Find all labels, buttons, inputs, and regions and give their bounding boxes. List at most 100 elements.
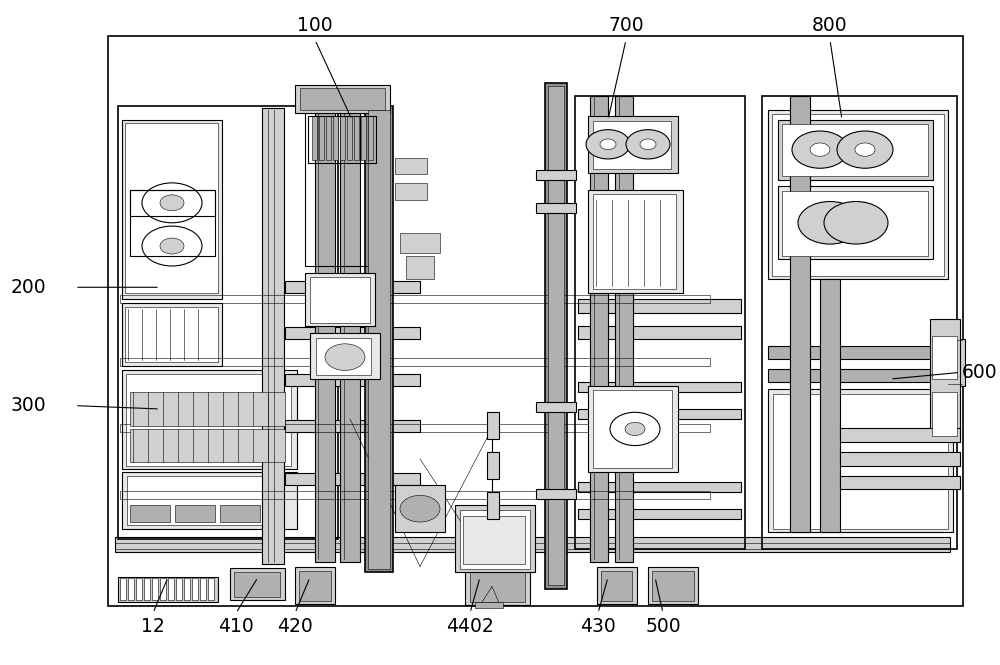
Bar [768, 369, 953, 382]
Circle shape [142, 183, 202, 223]
Bar [192, 578, 198, 600]
Bar [768, 389, 953, 532]
Bar [230, 568, 285, 600]
Bar [295, 567, 335, 604]
Bar [285, 281, 420, 293]
Bar [368, 116, 373, 160]
Bar [122, 120, 222, 299]
Text: 4402: 4402 [446, 617, 494, 636]
Bar [536, 203, 576, 213]
Bar [648, 567, 698, 604]
Bar [578, 382, 741, 392]
Bar [120, 578, 126, 600]
Bar [406, 256, 434, 279]
Circle shape [625, 422, 645, 436]
Bar [782, 191, 928, 256]
Text: 12: 12 [141, 617, 165, 636]
Bar [168, 578, 174, 600]
Circle shape [586, 130, 630, 159]
Bar [208, 578, 214, 600]
Bar [768, 110, 948, 279]
Bar [305, 273, 375, 326]
Bar [460, 510, 530, 569]
Bar [545, 83, 567, 589]
Bar [578, 326, 741, 339]
Bar [578, 482, 741, 492]
Bar [395, 183, 427, 200]
Bar [110, 37, 961, 605]
Bar [300, 88, 385, 110]
Text: 700: 700 [608, 16, 644, 35]
Bar [487, 452, 499, 479]
Text: 430: 430 [580, 617, 616, 636]
Bar [108, 36, 963, 606]
Bar [130, 190, 215, 216]
Bar [295, 85, 390, 113]
Bar [932, 336, 957, 379]
Circle shape [160, 238, 184, 254]
Bar [130, 429, 285, 462]
Bar [305, 113, 375, 266]
Bar [840, 452, 960, 466]
Bar [310, 332, 380, 379]
Bar [773, 394, 948, 529]
Bar [588, 386, 678, 472]
Circle shape [610, 412, 660, 446]
Bar [130, 505, 170, 522]
Bar [326, 116, 331, 160]
Bar [465, 549, 530, 605]
Bar [144, 578, 150, 600]
Text: 300: 300 [10, 396, 46, 415]
Text: 420: 420 [277, 617, 313, 636]
Bar [315, 110, 335, 562]
Bar [340, 116, 345, 160]
Text: 500: 500 [645, 617, 681, 636]
Bar [316, 338, 371, 375]
Circle shape [142, 226, 202, 266]
Bar [400, 233, 440, 253]
Bar [220, 505, 260, 522]
Text: 600: 600 [962, 363, 998, 382]
Bar [312, 116, 317, 160]
Bar [285, 420, 420, 432]
Bar [395, 485, 445, 532]
Circle shape [798, 201, 862, 244]
Bar [487, 412, 499, 439]
Bar [285, 473, 420, 485]
Bar [136, 578, 142, 600]
Bar [120, 491, 710, 499]
Bar [125, 307, 218, 362]
Bar [354, 116, 359, 160]
Bar [536, 489, 576, 499]
Bar [945, 339, 965, 386]
Bar [578, 409, 741, 419]
Bar [285, 327, 420, 339]
Bar [463, 516, 525, 564]
Bar [536, 170, 576, 180]
Bar [930, 319, 960, 439]
Bar [122, 303, 222, 366]
Bar [160, 578, 166, 600]
Bar [333, 116, 338, 160]
Bar [840, 476, 960, 489]
Circle shape [824, 201, 888, 244]
Bar [122, 370, 297, 469]
Circle shape [810, 143, 830, 156]
Bar [932, 392, 957, 436]
Bar [768, 346, 953, 359]
Bar [772, 114, 944, 276]
Text: 800: 800 [812, 16, 848, 35]
Bar [130, 392, 285, 426]
Text: 410: 410 [218, 617, 254, 636]
Bar [118, 577, 218, 602]
Circle shape [160, 195, 184, 211]
Bar [601, 571, 632, 601]
Bar [395, 158, 427, 174]
Bar [299, 571, 331, 601]
Bar [120, 295, 710, 303]
Bar [615, 96, 633, 562]
Bar [126, 374, 291, 465]
Bar [122, 472, 297, 529]
Bar [575, 96, 745, 549]
Bar [120, 424, 710, 432]
